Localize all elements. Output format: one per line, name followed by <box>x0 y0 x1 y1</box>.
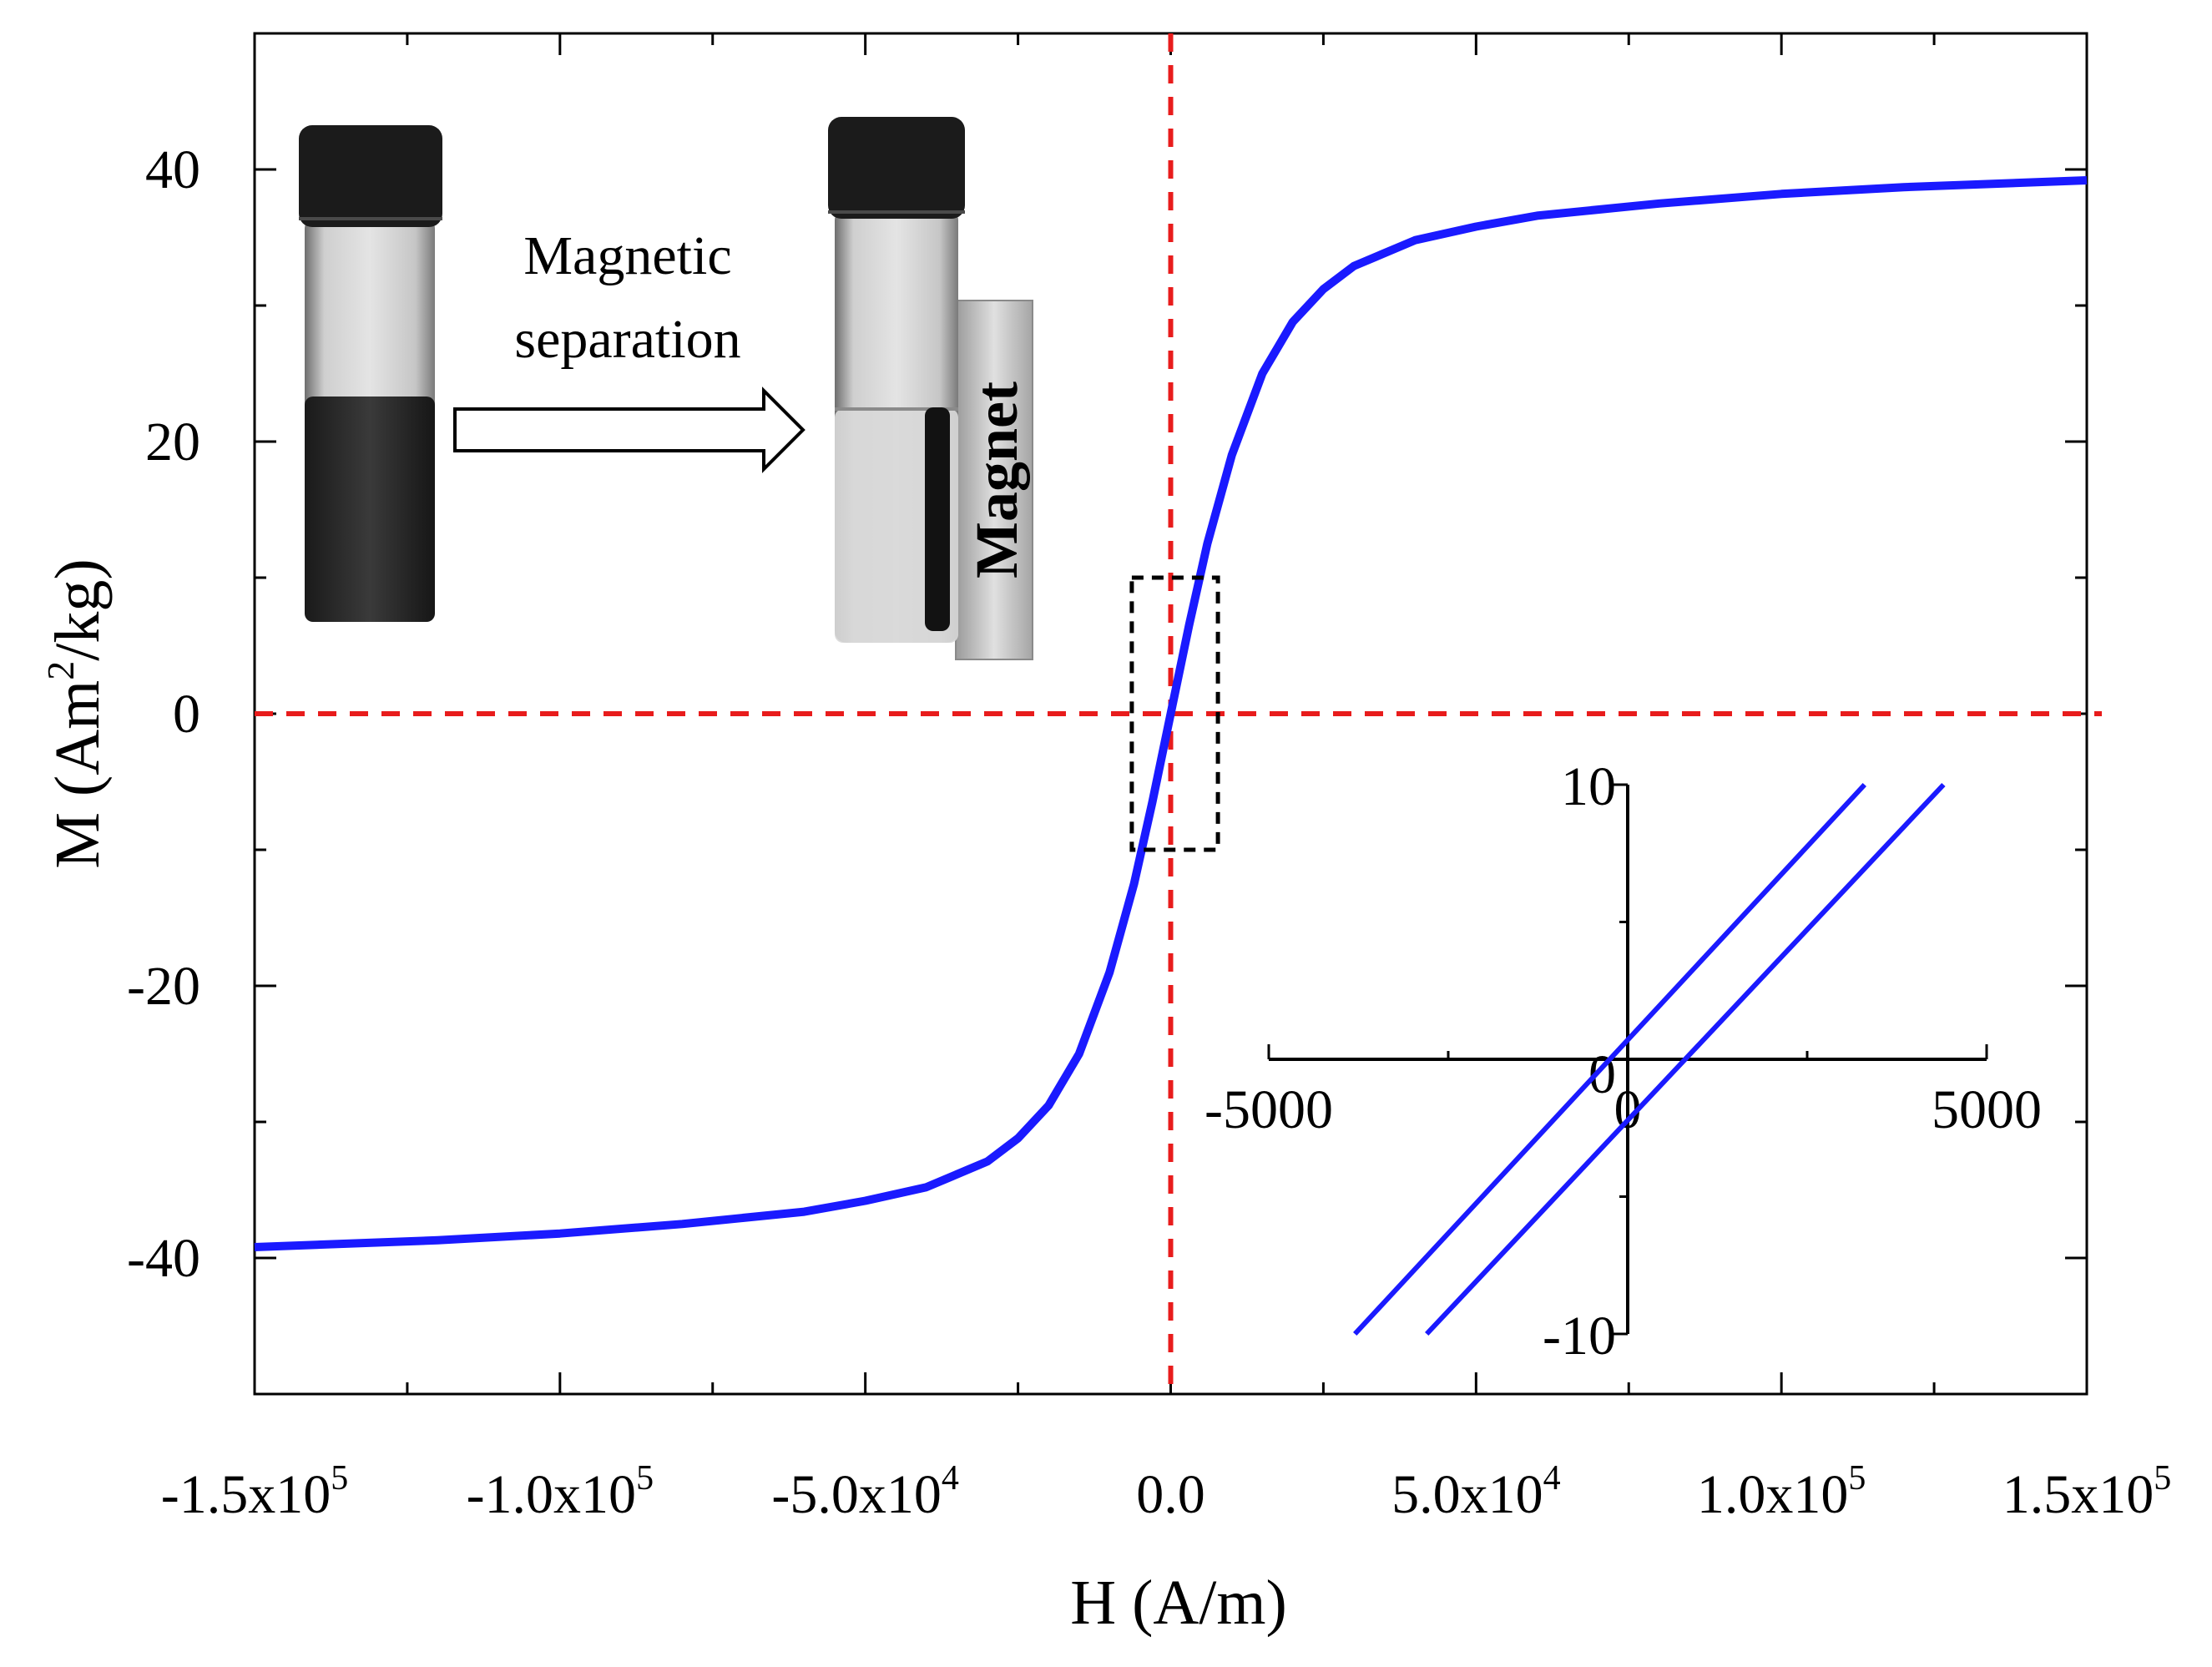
inset-series-line <box>1353 782 1866 1336</box>
y-tick-label: 20 <box>145 412 200 472</box>
y-tick-label: -20 <box>127 956 200 1017</box>
x-tick-label: 1.5x105 <box>2002 1459 2172 1525</box>
arrow-label-line1: Magnetic <box>523 225 731 286</box>
y-axis-title-main: M (Am <box>43 680 113 869</box>
x-tick-label: -1.5x105 <box>161 1459 348 1525</box>
x-tick-label: 0.0 <box>1136 1464 1205 1525</box>
magnet-label: Magnet <box>963 381 1030 578</box>
vial-photo-illustration: Magnetic separation Magnet <box>299 117 1033 660</box>
inset-y-tick-label: 10 <box>1561 756 1616 817</box>
vial-cap <box>299 125 442 227</box>
vial-before-separation <box>299 125 442 622</box>
zoom-region-box <box>1129 575 1220 852</box>
vial-cap <box>828 117 965 219</box>
y-tick-label: 0 <box>173 684 200 745</box>
y-axis-title: M (Am2/kg) <box>39 558 113 868</box>
inset-y-tick-label: -10 <box>1543 1306 1616 1366</box>
y-axis-title-superscript: 2 <box>39 661 82 680</box>
x-tick-label: 5.0x104 <box>1391 1459 1561 1525</box>
y-axis-title-tail: /kg) <box>43 558 113 660</box>
y-tick-label: 40 <box>145 139 200 200</box>
inset-series-line <box>1425 782 1946 1336</box>
y-tick-label: -40 <box>127 1228 200 1289</box>
main-tick-labels: -1.5x105 -1.0x105 -5.0x104 0.0 5.0x104 1.0x10… <box>127 139 2171 1525</box>
x-tick-label: -1.0x105 <box>467 1459 654 1525</box>
arrow-icon <box>453 386 806 473</box>
vial-after-separation: Magnet <box>828 117 1033 660</box>
x-tick-label: 1.0x105 <box>1697 1459 1866 1525</box>
x-tick-label: -5.0x104 <box>771 1459 958 1525</box>
main-series-line <box>254 176 2088 1251</box>
inset-x-tick-label: -5000 <box>1204 1079 1333 1140</box>
dark-suspension <box>305 397 435 622</box>
inset-axis-ticks <box>1267 783 1988 1336</box>
magnet-block <box>955 300 1033 660</box>
arrow-label-line2: separation <box>514 309 740 370</box>
x-axis-title: H (A/m) <box>1070 1568 1287 1638</box>
collected-particles <box>925 407 950 631</box>
separation-arrow <box>453 386 806 473</box>
inset-x-tick-label: 5000 <box>1932 1079 2042 1140</box>
inset-series <box>1353 782 1946 1336</box>
